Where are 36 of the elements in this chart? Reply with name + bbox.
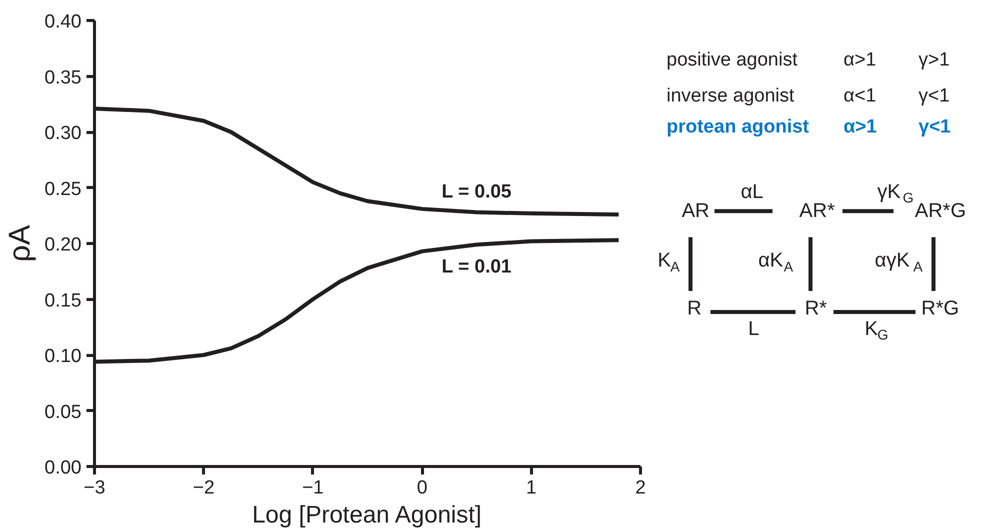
x-tick-label: 1 xyxy=(526,478,537,498)
x-axis-title: Log [Protean Agonist] xyxy=(252,502,482,528)
text: γ<1 xyxy=(918,86,950,107)
text: αL xyxy=(740,180,764,203)
x-tick-label: −2 xyxy=(192,478,215,498)
x-tick-label: 2 xyxy=(635,478,646,498)
text: R*G xyxy=(921,298,960,320)
text: γ<1 xyxy=(918,116,952,138)
x-tick-label: −1 xyxy=(302,478,324,498)
y-tick-label: 0.20 xyxy=(44,234,82,256)
text: AR* xyxy=(799,200,836,222)
text: AR*G xyxy=(914,200,966,222)
y-tick-label: 0.25 xyxy=(44,178,82,200)
x-tick-label: 0 xyxy=(416,478,428,498)
text: AR xyxy=(682,200,710,222)
text: α>1 xyxy=(844,49,876,70)
text: γ>1 xyxy=(918,49,950,70)
text: R* xyxy=(804,298,828,320)
text: L xyxy=(748,318,760,340)
y-tick-label: 0.10 xyxy=(44,346,82,367)
y-tick-label: 0.40 xyxy=(44,12,82,32)
series-label: L = 0.01 xyxy=(442,256,512,278)
y-tick-label: 0.05 xyxy=(44,402,82,423)
text: positive agonist xyxy=(666,49,798,70)
y-axis-title: ρA xyxy=(4,224,37,262)
series-label: L = 0.05 xyxy=(442,181,512,202)
text: protean agonist xyxy=(666,116,810,138)
y-tick-label: 0.35 xyxy=(44,67,82,88)
x-tick-label: −3 xyxy=(84,478,106,498)
text: α<1 xyxy=(844,86,876,107)
text: R xyxy=(687,298,702,320)
y-tick-label: 0.15 xyxy=(44,290,82,312)
y-tick-label: 0.30 xyxy=(44,123,82,144)
text: α>1 xyxy=(844,116,878,138)
text: inverse agonist xyxy=(666,86,796,107)
y-tick-label: 0.00 xyxy=(44,458,82,478)
